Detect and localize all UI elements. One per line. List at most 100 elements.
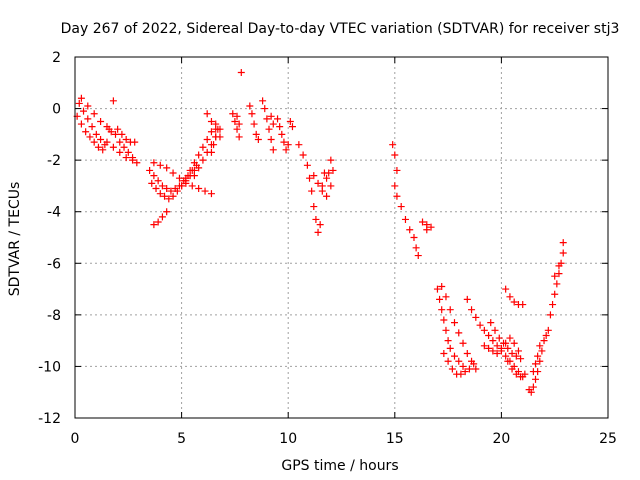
data-point: [485, 344, 493, 352]
data-point: [470, 360, 478, 368]
data-point: [77, 120, 85, 128]
data-point: [88, 123, 96, 131]
data-point: [75, 99, 83, 107]
data-point: [97, 136, 105, 144]
data-point: [510, 298, 518, 306]
data-point: [444, 337, 452, 345]
data-point: [229, 110, 237, 118]
data-point: [329, 166, 337, 174]
y-tick-label: -12: [38, 411, 61, 427]
x-tick-label: 20: [492, 431, 510, 447]
data-point: [540, 337, 548, 345]
data-point: [207, 128, 215, 136]
data-point: [325, 169, 333, 177]
data-point: [427, 223, 435, 231]
data-point: [167, 187, 175, 195]
data-point: [131, 138, 139, 146]
data-point: [152, 185, 160, 193]
data-point: [84, 102, 92, 110]
data-point: [154, 218, 162, 226]
data-point: [207, 117, 215, 125]
data-point: [410, 234, 418, 241]
data-point: [406, 226, 414, 234]
data-point: [549, 301, 557, 309]
data-point: [158, 182, 166, 190]
data-point: [97, 117, 105, 125]
data-point: [77, 94, 85, 102]
data-point: [506, 334, 514, 342]
data-point: [436, 295, 444, 303]
data-point: [109, 143, 117, 151]
x-tick-label: 25: [599, 431, 617, 447]
data-point: [500, 339, 508, 347]
data-point: [455, 357, 463, 365]
data-point: [146, 166, 154, 174]
data-point: [308, 187, 316, 195]
data-point: [250, 120, 258, 128]
data-point: [493, 342, 501, 350]
data-point: [148, 179, 156, 187]
data-point: [263, 115, 271, 123]
data-point: [276, 123, 284, 131]
data-point: [512, 370, 520, 378]
data-point: [423, 226, 431, 234]
data-point: [203, 136, 211, 144]
data-point: [480, 326, 488, 334]
data-point: [493, 350, 501, 358]
data-point: [116, 138, 124, 146]
data-point: [504, 344, 512, 352]
data-point: [459, 339, 467, 347]
data-point: [476, 321, 484, 329]
data-point: [393, 192, 401, 200]
data-point: [312, 215, 320, 223]
data-point: [551, 290, 559, 298]
data-point: [169, 169, 177, 177]
data-point: [122, 136, 130, 144]
data-point: [519, 301, 527, 309]
data-point: [199, 156, 207, 164]
data-point: [472, 365, 480, 373]
data-point: [534, 352, 542, 360]
data-point: [465, 365, 473, 373]
data-point: [169, 192, 177, 200]
data-point: [553, 280, 561, 288]
data-point: [303, 161, 311, 169]
y-tick-label: 0: [52, 102, 61, 118]
data-point: [532, 375, 540, 383]
data-point: [274, 115, 282, 123]
data-point: [440, 316, 448, 324]
axis-tick-labels: 0 5 10 15 20 25 -12 -10 -8 -6 -4 -2 0 2: [38, 50, 617, 447]
data-point: [265, 125, 273, 133]
x-tick-label: 15: [386, 431, 404, 447]
data-point: [112, 130, 120, 138]
data-point: [267, 136, 275, 144]
data-point: [150, 159, 158, 167]
data-point: [536, 342, 544, 350]
data-point: [295, 141, 303, 149]
chart-title: Day 267 of 2022, Sidereal Day-to-day VTE…: [61, 21, 620, 37]
data-point: [190, 159, 198, 167]
data-point: [129, 156, 137, 164]
data-point: [254, 136, 262, 144]
data-point: [163, 208, 171, 216]
data-point: [114, 125, 122, 133]
data-point: [163, 185, 171, 193]
data-point: [536, 357, 544, 365]
data-point: [314, 228, 322, 236]
data-point: [90, 138, 98, 146]
data-point: [280, 138, 288, 146]
data-point: [446, 306, 454, 314]
data-point: [544, 326, 552, 334]
data-point: [259, 97, 267, 105]
data-point: [506, 293, 514, 301]
y-tick-label: 2: [52, 50, 61, 66]
data-point: [391, 151, 399, 159]
grid-lines: [75, 57, 608, 418]
data-point: [529, 383, 537, 391]
data-point: [286, 117, 294, 125]
data-point: [389, 141, 397, 149]
data-point: [150, 172, 158, 180]
y-tick-label: -2: [47, 153, 61, 169]
data-point: [480, 342, 488, 350]
